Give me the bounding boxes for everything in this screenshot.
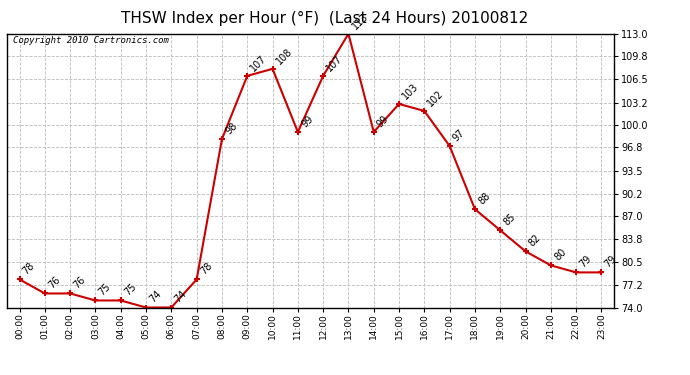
Text: 107: 107: [248, 53, 269, 73]
Text: 74: 74: [148, 289, 164, 305]
Text: 75: 75: [97, 282, 112, 298]
Text: 80: 80: [552, 247, 568, 262]
Text: 99: 99: [299, 114, 315, 129]
Text: 108: 108: [274, 46, 294, 66]
Text: 107: 107: [324, 53, 345, 73]
Text: 76: 76: [72, 275, 88, 291]
Text: Copyright 2010 Cartronics.com: Copyright 2010 Cartronics.com: [13, 36, 169, 45]
Text: 74: 74: [172, 289, 188, 305]
Text: 98: 98: [224, 120, 239, 136]
Text: 113: 113: [350, 11, 370, 31]
Text: 85: 85: [502, 212, 518, 228]
Text: 88: 88: [476, 191, 492, 207]
Text: 78: 78: [21, 261, 37, 277]
Text: 79: 79: [603, 254, 619, 270]
Text: THSW Index per Hour (°F)  (Last 24 Hours) 20100812: THSW Index per Hour (°F) (Last 24 Hours)…: [121, 11, 528, 26]
Text: 97: 97: [451, 128, 467, 143]
Text: 75: 75: [122, 282, 138, 298]
Text: 78: 78: [198, 261, 214, 277]
Text: 79: 79: [578, 254, 593, 270]
Text: 102: 102: [426, 88, 446, 108]
Text: 99: 99: [375, 114, 391, 129]
Text: 82: 82: [527, 233, 543, 249]
Text: 103: 103: [400, 81, 420, 101]
Text: 76: 76: [46, 275, 62, 291]
